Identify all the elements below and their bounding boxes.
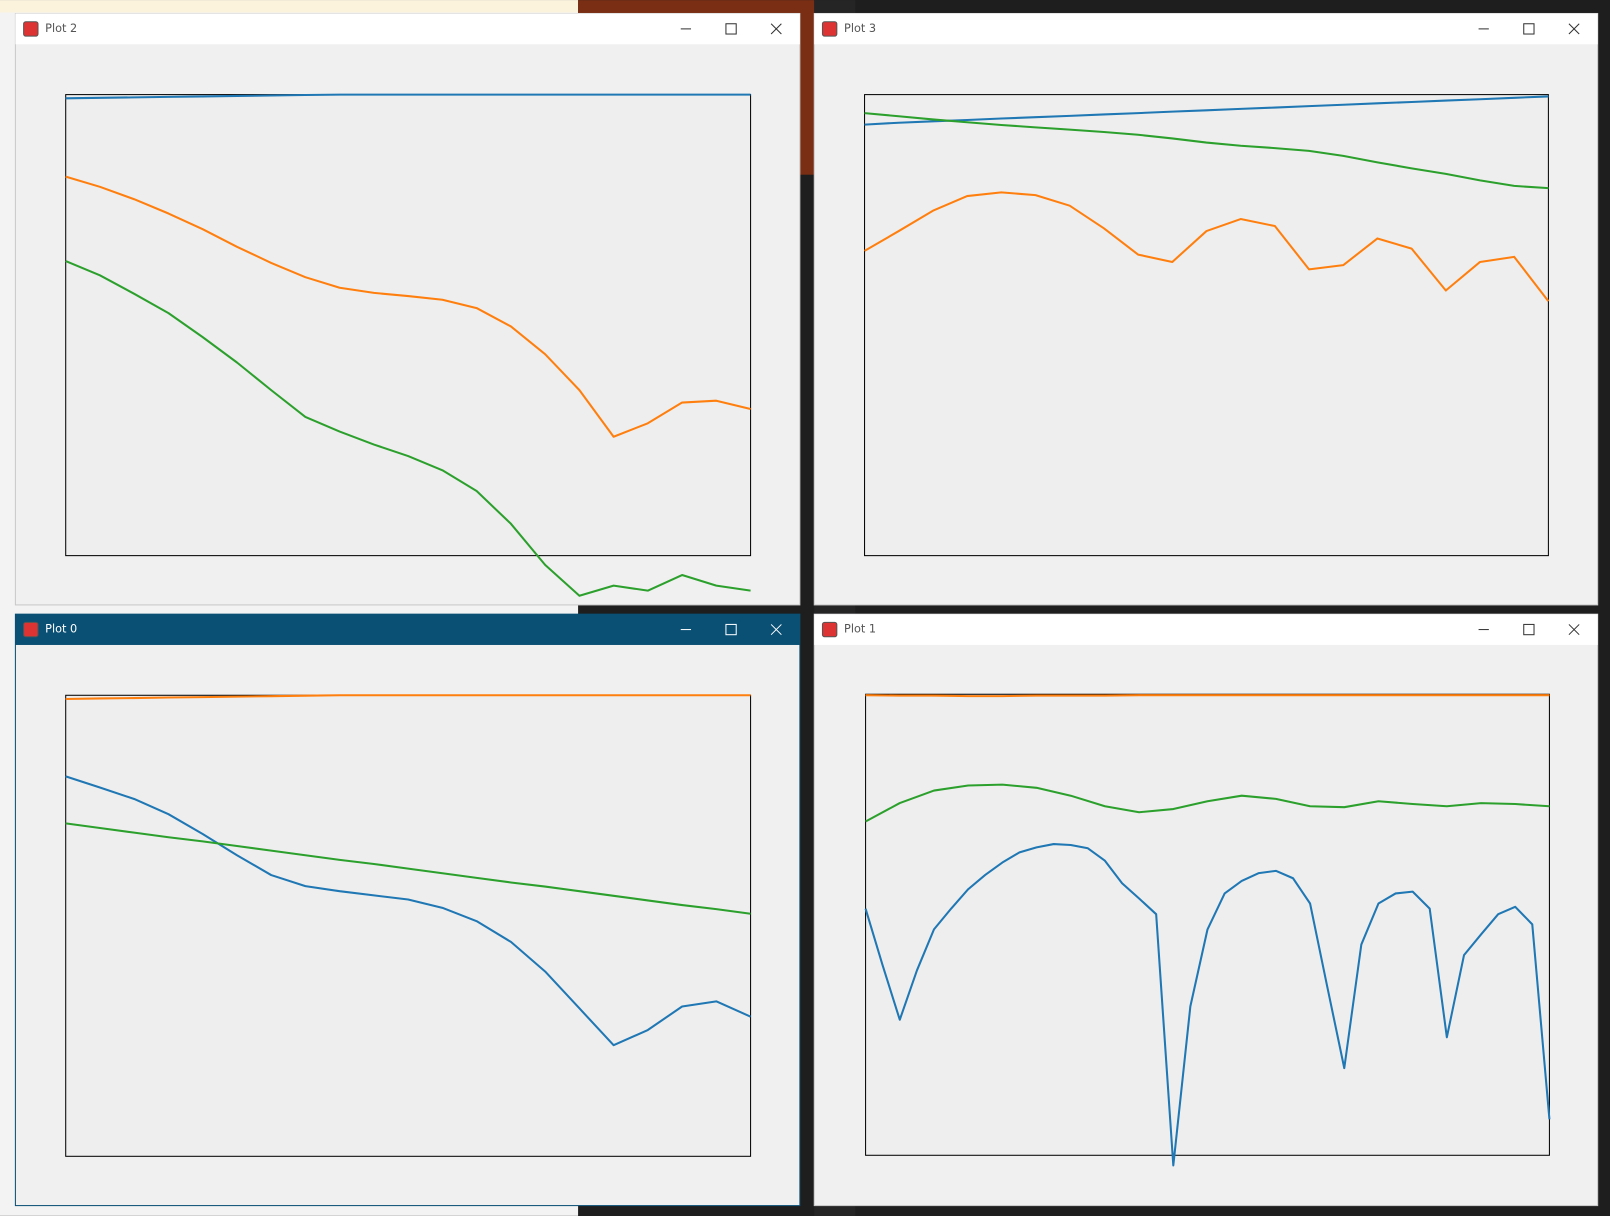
- maximize-button[interactable]: [725, 623, 737, 636]
- plot-window: Plot 2: [14, 12, 801, 606]
- window-title: Plot 1: [844, 623, 876, 636]
- background-strip: [0, 0, 579, 13]
- maximize-button[interactable]: [1523, 23, 1535, 35]
- data-line: [864, 191, 1550, 302]
- series-group: [65, 694, 751, 1047]
- data-line: [865, 783, 1550, 823]
- title-bar: [15, 13, 800, 45]
- series-group: [864, 694, 1551, 1167]
- plot-area: [65, 94, 752, 557]
- title-bar: [814, 614, 1598, 645]
- window-icon: [821, 21, 838, 37]
- window-title: Plot 0: [45, 623, 77, 636]
- window-title: Plot 2: [45, 22, 77, 35]
- data-line: [65, 775, 751, 1047]
- window-title: Plot 3: [844, 22, 876, 35]
- close-button[interactable]: [770, 624, 782, 636]
- maximize-button[interactable]: [1523, 623, 1535, 636]
- data-line: [65, 822, 751, 915]
- plot-area: [864, 94, 1549, 557]
- data-line: [864, 843, 1551, 1167]
- close-button[interactable]: [770, 23, 782, 35]
- data-line: [865, 694, 1550, 698]
- plot-area: [65, 694, 752, 1157]
- window-icon: [821, 621, 838, 638]
- series-group: [65, 93, 751, 597]
- plot-window: Plot 1: [813, 613, 1599, 1207]
- data-line: [65, 260, 751, 597]
- data-line: [864, 112, 1549, 190]
- data-line: [65, 175, 751, 438]
- window-icon: [23, 621, 39, 638]
- data-line: [864, 95, 1549, 126]
- window-icon: [23, 21, 39, 37]
- plot-window: Plot 0: [14, 613, 801, 1207]
- plot-window: Plot 3: [813, 12, 1599, 606]
- data-line: [65, 694, 751, 700]
- data-line: [65, 93, 751, 100]
- series-group: [864, 95, 1550, 302]
- title-bar: [814, 13, 1598, 45]
- plot-area: [865, 693, 1550, 1156]
- title-bar: [15, 614, 800, 645]
- maximize-button[interactable]: [725, 23, 737, 35]
- close-button[interactable]: [1568, 23, 1580, 35]
- close-button[interactable]: [1568, 624, 1580, 636]
